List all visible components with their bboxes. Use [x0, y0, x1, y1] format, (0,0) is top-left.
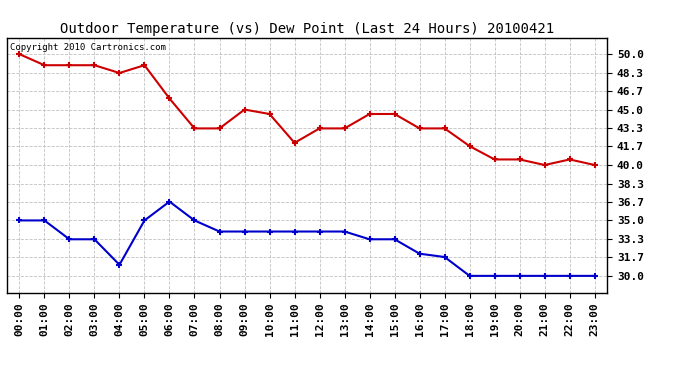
- Title: Outdoor Temperature (vs) Dew Point (Last 24 Hours) 20100421: Outdoor Temperature (vs) Dew Point (Last…: [60, 22, 554, 36]
- Text: Copyright 2010 Cartronics.com: Copyright 2010 Cartronics.com: [10, 43, 166, 52]
